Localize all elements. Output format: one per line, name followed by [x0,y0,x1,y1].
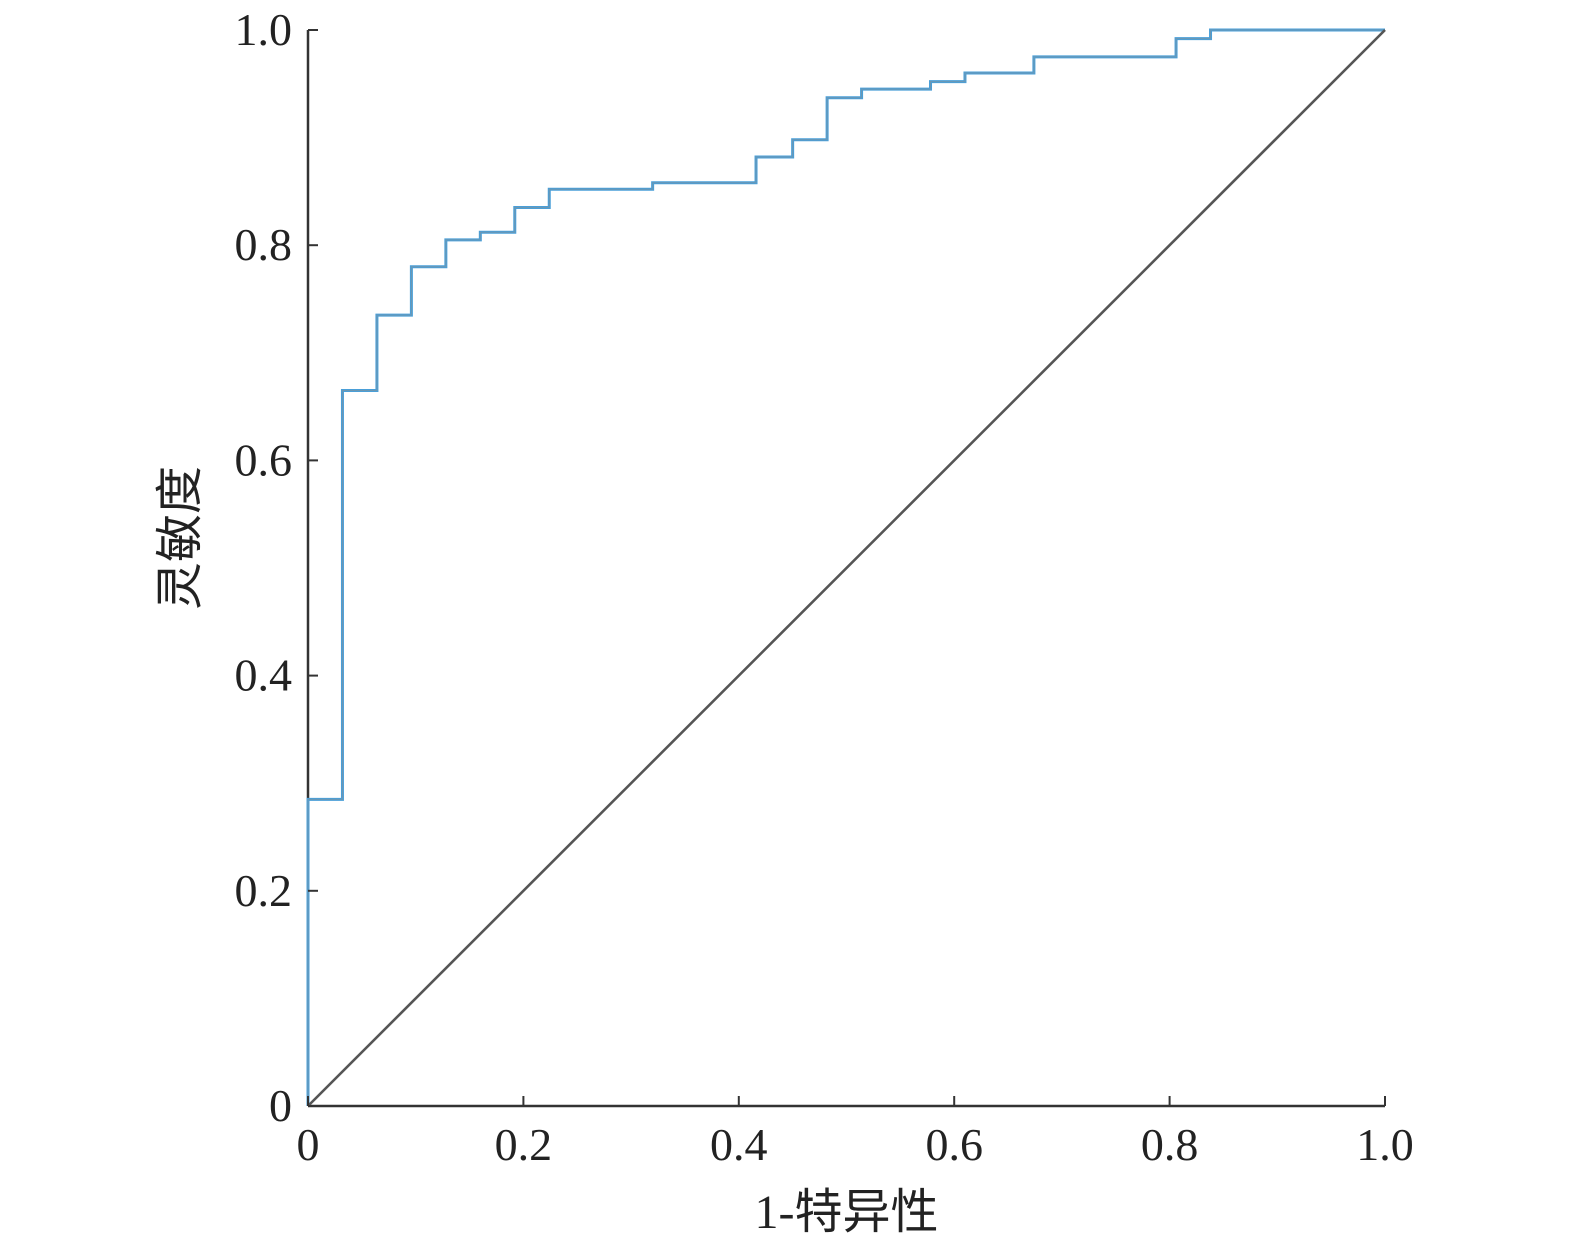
series-layer [306,28,1386,1107]
y-axis-title: 灵敏度 [154,466,207,610]
y-tick-label: 0.6 [235,434,293,485]
x-tick-label: 0.6 [925,1119,983,1170]
y-tick-label: 0.4 [235,650,293,701]
x-tick-label: 0 [297,1119,320,1170]
x-axis-title: 1-特异性 [755,1186,939,1239]
x-tick-label: 0.2 [495,1119,553,1170]
x-tick-label: 0.8 [1141,1119,1199,1170]
x-tick-label: 1.0 [1356,1119,1414,1170]
tick-layer: 0 0.2 0.4 0.6 0.8 1.0 0 0.2 0.4 0.6 0.8 1.0 [235,4,1414,1170]
y-tick-label: 0 [269,1080,292,1131]
roc-curve-edge [307,29,1385,1106]
x-tick-label: 0.4 [710,1119,768,1170]
y-tick-label: 1.0 [235,4,293,55]
reference-diagonal-line [307,29,1386,1107]
y-tick-label: 0.2 [235,865,293,916]
y-tick-label: 0.8 [235,219,293,270]
